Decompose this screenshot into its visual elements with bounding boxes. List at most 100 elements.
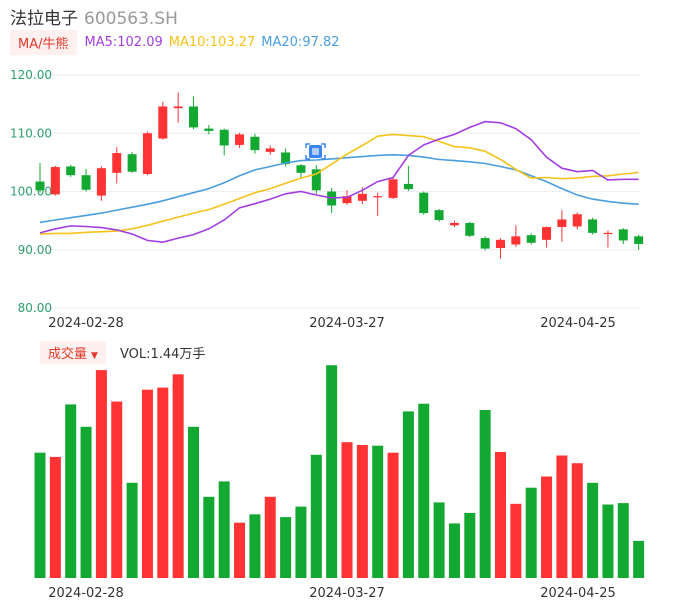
ma-lines (39, 120, 639, 244)
candle (235, 132, 245, 148)
candle-body (265, 148, 275, 152)
x-tick-label: 2024-03-27 (309, 586, 385, 601)
candle-body (588, 219, 598, 233)
volume-bar (418, 403, 430, 578)
candle-body (434, 210, 444, 221)
stock-name: 法拉电子 (10, 9, 78, 29)
volume-bar (479, 410, 491, 578)
volume-bar (556, 455, 568, 578)
candle-body (50, 167, 60, 195)
price-grid (35, 74, 640, 309)
ma-legend: MA/牛熊 MA5:102.09 MA10:103.27 MA20:97.82 (10, 29, 340, 55)
volume-bar (188, 426, 199, 578)
candle (81, 168, 91, 192)
candle (388, 178, 398, 200)
volume-bar (587, 482, 599, 578)
candle-body (403, 183, 413, 190)
candle (542, 226, 552, 248)
candle-body (373, 196, 383, 198)
volume-bar (341, 442, 353, 578)
candle (496, 238, 505, 259)
volume-indicator-button[interactable]: 成交量 ▼ (40, 340, 106, 364)
candle-body (603, 232, 613, 235)
y-tick-label: 90.00 (18, 243, 52, 257)
candle-body (342, 196, 352, 204)
volume-bar (65, 404, 77, 578)
candle-body (496, 239, 505, 249)
candle (403, 165, 413, 191)
candle-body (158, 106, 168, 139)
candle-body (634, 236, 644, 244)
candle (572, 212, 582, 230)
stock-header: 法拉电子 600563.SH (10, 4, 178, 29)
ma5-value: MA5:102.09 (84, 34, 163, 50)
candle-body (142, 133, 152, 175)
candle (66, 164, 76, 177)
volume-bar (510, 503, 522, 578)
volume-bar (49, 456, 61, 578)
volume-bar (310, 454, 322, 578)
ma-bull-bear-button[interactable]: MA/牛熊 (10, 29, 77, 55)
volume-bar (402, 411, 414, 578)
candle (219, 128, 229, 156)
volume-bar (172, 374, 184, 578)
volume-bar (141, 389, 153, 578)
candle (189, 96, 198, 130)
candle-body (204, 128, 214, 131)
candle (327, 188, 337, 214)
candle-body (542, 227, 552, 240)
y-tick-label: 110.00 (10, 126, 52, 140)
candle-body (66, 166, 76, 176)
candle-body (281, 152, 291, 165)
candle-body (96, 168, 106, 196)
x-tick-label: 2024-03-27 (309, 316, 385, 331)
volume-bar (80, 426, 92, 578)
candle-body (618, 229, 628, 241)
volume-bar (111, 401, 123, 578)
volume-bar (203, 496, 215, 578)
candle-body (81, 175, 91, 190)
ma20-value: MA20:97.82 (261, 34, 340, 50)
volume-bars (34, 365, 645, 578)
candle (526, 233, 536, 245)
candle-body (235, 134, 245, 145)
volume-bar (264, 496, 276, 578)
candle (50, 165, 60, 196)
volume-bar (464, 512, 476, 578)
volume-bar (280, 517, 292, 578)
volume-bar (495, 452, 506, 578)
candle (204, 125, 214, 135)
candle (465, 221, 475, 237)
candle-body (480, 238, 490, 249)
volume-bar (571, 463, 583, 578)
volume-bar (157, 387, 169, 578)
candle-body (511, 236, 521, 245)
volume-bar (234, 522, 246, 578)
candle-body (557, 219, 567, 228)
volume-bar (433, 502, 445, 578)
candle (419, 191, 429, 215)
candle (250, 133, 260, 154)
stock-code: 600563.SH (84, 9, 178, 29)
volume-bar (95, 370, 107, 578)
candle (142, 131, 152, 176)
candle-body (112, 153, 122, 173)
candle (35, 162, 45, 193)
y-tick-label: 120.00 (10, 68, 52, 82)
volume-bar (448, 523, 460, 578)
volume-bar (633, 540, 645, 578)
candle-body (449, 222, 459, 226)
volume-value: VOL:1.44万手 (119, 346, 206, 362)
candle-body (127, 154, 137, 172)
candle-body (189, 106, 198, 128)
volume-button-label: 成交量 (48, 346, 88, 362)
volume-bar (372, 445, 384, 578)
x-tick-label: 2024-04-25 (540, 586, 616, 601)
volume-bar (617, 503, 629, 578)
candle (449, 220, 459, 228)
x-tick-label: 2024-02-28 (48, 586, 124, 601)
x-tick-label: 2024-02-28 (48, 316, 124, 331)
volume-bar (387, 452, 399, 578)
locate-icon[interactable] (305, 143, 326, 160)
